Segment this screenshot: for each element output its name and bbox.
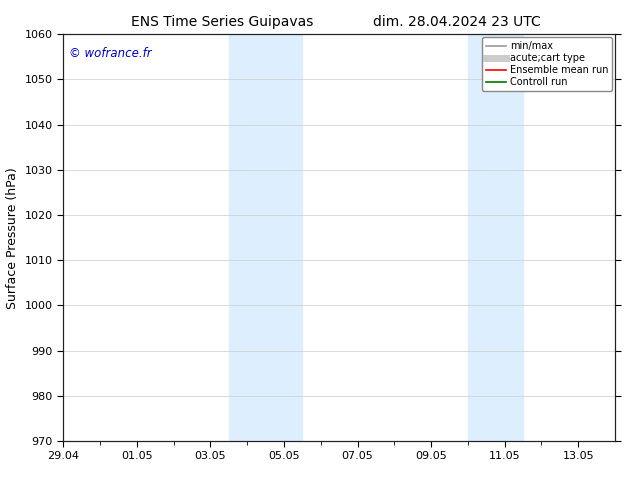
- Text: dim. 28.04.2024 23 UTC: dim. 28.04.2024 23 UTC: [373, 15, 540, 29]
- Legend: min/max, acute;cart type, Ensemble mean run, Controll run: min/max, acute;cart type, Ensemble mean …: [482, 37, 612, 91]
- Bar: [468, 34, 523, 441]
- Text: © wofrance.fr: © wofrance.fr: [69, 47, 152, 59]
- Text: ENS Time Series Guipavas: ENS Time Series Guipavas: [131, 15, 313, 29]
- Bar: [229, 34, 302, 441]
- Y-axis label: Surface Pressure (hPa): Surface Pressure (hPa): [6, 167, 19, 309]
